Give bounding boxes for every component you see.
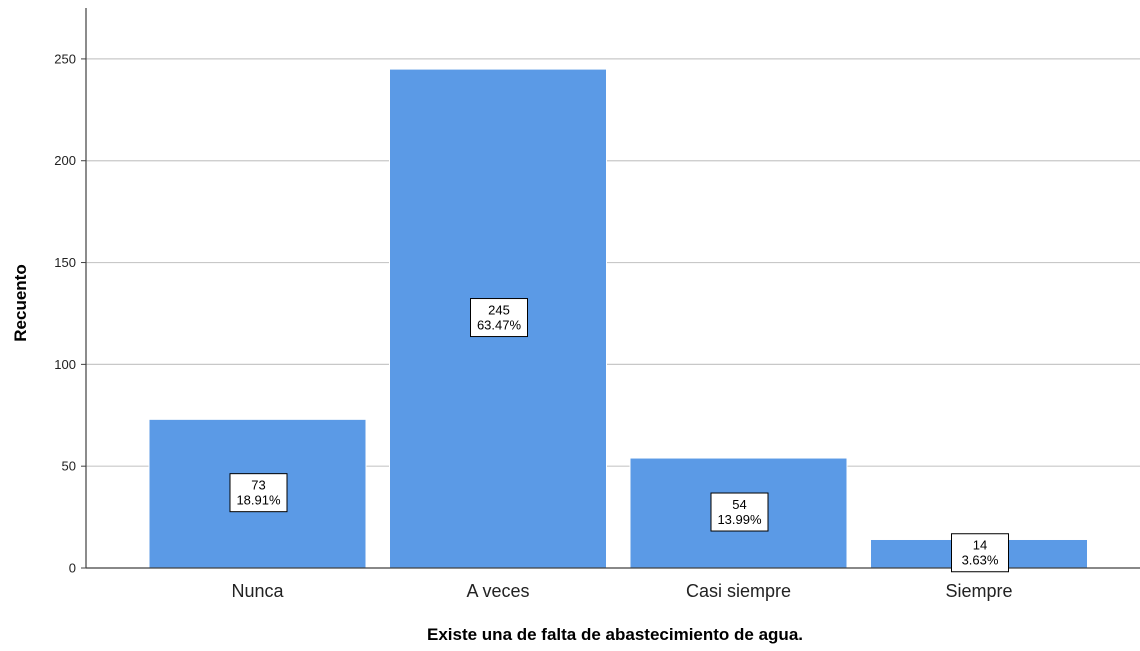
data-label: 143.63% bbox=[951, 533, 1009, 573]
y-axis-title: Recuento bbox=[11, 264, 30, 341]
data-label-count: 245 bbox=[488, 303, 510, 318]
x-tick-label: Nunca bbox=[231, 581, 284, 601]
x-tick-label: Siempre bbox=[945, 581, 1012, 601]
grid-layer bbox=[86, 58, 1140, 467]
x-tick-labels: Nunca A veces Casi siempre Siempre bbox=[231, 581, 1012, 601]
bar-layer bbox=[148, 68, 1088, 569]
y-tick-label: 150 bbox=[54, 255, 76, 270]
data-label-box bbox=[229, 473, 288, 513]
y-tick-label: 200 bbox=[54, 153, 76, 168]
data-label-box bbox=[470, 298, 528, 338]
data-label-count: 14 bbox=[973, 538, 987, 553]
data-label-count: 73 bbox=[251, 478, 265, 493]
y-tick-label: 50 bbox=[62, 459, 76, 474]
y-tick-label: 100 bbox=[54, 357, 76, 372]
x-tick-label: Casi siempre bbox=[686, 581, 791, 601]
data-label-box bbox=[951, 533, 1009, 573]
data-label-percent: 18.91% bbox=[236, 493, 281, 508]
data-label-box bbox=[710, 492, 769, 532]
x-axis-title: Existe una de falta de abastecimiento de… bbox=[427, 625, 803, 644]
y-tick-label: 250 bbox=[54, 51, 76, 66]
data-label-percent: 13.99% bbox=[717, 512, 762, 527]
data-label-count: 54 bbox=[732, 497, 746, 512]
data-label-percent: 3.63% bbox=[962, 553, 999, 568]
data-label-percent: 63.47% bbox=[477, 318, 522, 333]
y-tick-label: 0 bbox=[69, 561, 76, 576]
x-tick-label: A veces bbox=[466, 581, 529, 601]
y-tick-labels: 0 50 100 150 200 250 bbox=[54, 51, 86, 576]
